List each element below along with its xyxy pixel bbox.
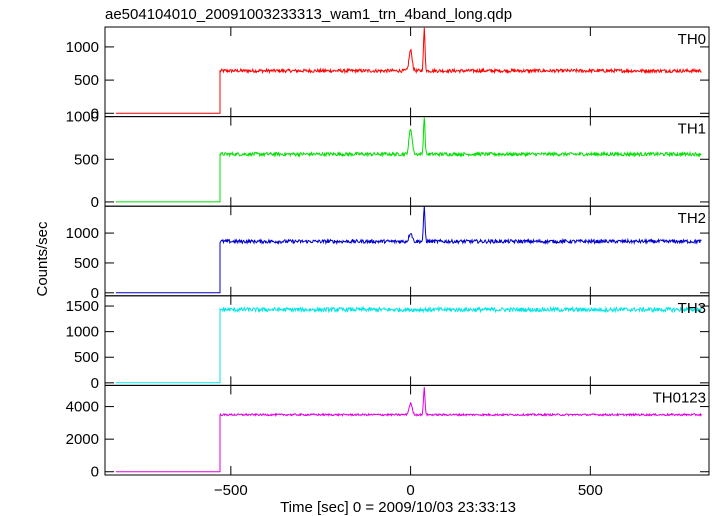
panel-label: TH1 xyxy=(678,121,706,138)
panel-th0123: 0 2000 4000 TH0123 xyxy=(66,384,710,481)
series-line-th0123 xyxy=(115,386,702,473)
panel-label: TH0123 xyxy=(653,389,706,406)
panels-group: 0 500 1000 TH0 0 500 1000 TH1 0 500 1000 TH2 0 500 100… xyxy=(66,26,710,499)
panel-th1: 0 500 1000 TH1 xyxy=(66,109,710,211)
y-tick-label: 1000 xyxy=(66,324,99,341)
panel-th0: 0 500 1000 TH0 xyxy=(66,26,710,122)
series-line-th3 xyxy=(115,305,702,384)
y-tick-label: 1500 xyxy=(66,298,99,315)
y-tick-label: 500 xyxy=(74,255,99,272)
y-tick-label: 500 xyxy=(74,72,99,89)
y-axis-label: Counts/sec xyxy=(34,221,51,297)
panel-frame xyxy=(104,384,710,476)
panel-label: TH3 xyxy=(678,300,706,317)
series-line-th0 xyxy=(115,27,702,114)
panel-label: TH2 xyxy=(678,210,706,227)
chart-title: ae504104010_20091003233313_wam1_trn_4ban… xyxy=(105,6,512,23)
panel-th3: 0 500 1000 1500 TH3 xyxy=(66,295,710,392)
panel-label: TH0 xyxy=(678,31,706,48)
y-tick-label: 0 xyxy=(91,464,99,481)
panel-frame xyxy=(104,26,710,118)
panel-frame xyxy=(104,116,710,207)
y-tick-label: 500 xyxy=(74,349,99,366)
y-tick-label: 0 xyxy=(91,375,99,392)
y-tick-label: 500 xyxy=(74,151,99,168)
panel-frame xyxy=(104,205,710,297)
series-line-th1 xyxy=(115,117,702,203)
y-tick-label: 0 xyxy=(91,285,99,302)
y-tick-label: 1000 xyxy=(66,39,99,56)
x-tick-label: −500 xyxy=(214,482,248,499)
y-tick-label: 2000 xyxy=(66,431,99,448)
x-tick-label: 500 xyxy=(578,482,603,499)
panel-th2: 0 500 1000 TH2 xyxy=(66,205,710,302)
x-axis-label: Time [sec] 0 = 2009/10/03 23:33:13 xyxy=(280,499,516,516)
x-tick-label: 0 xyxy=(406,482,414,499)
y-tick-label: 0 xyxy=(91,105,99,122)
y-tick-label: 1000 xyxy=(66,225,99,242)
y-tick-label: 1000 xyxy=(66,109,99,126)
y-tick-label: 4000 xyxy=(66,399,99,416)
series-line-th2 xyxy=(115,206,702,294)
y-tick-label: 0 xyxy=(91,194,99,211)
